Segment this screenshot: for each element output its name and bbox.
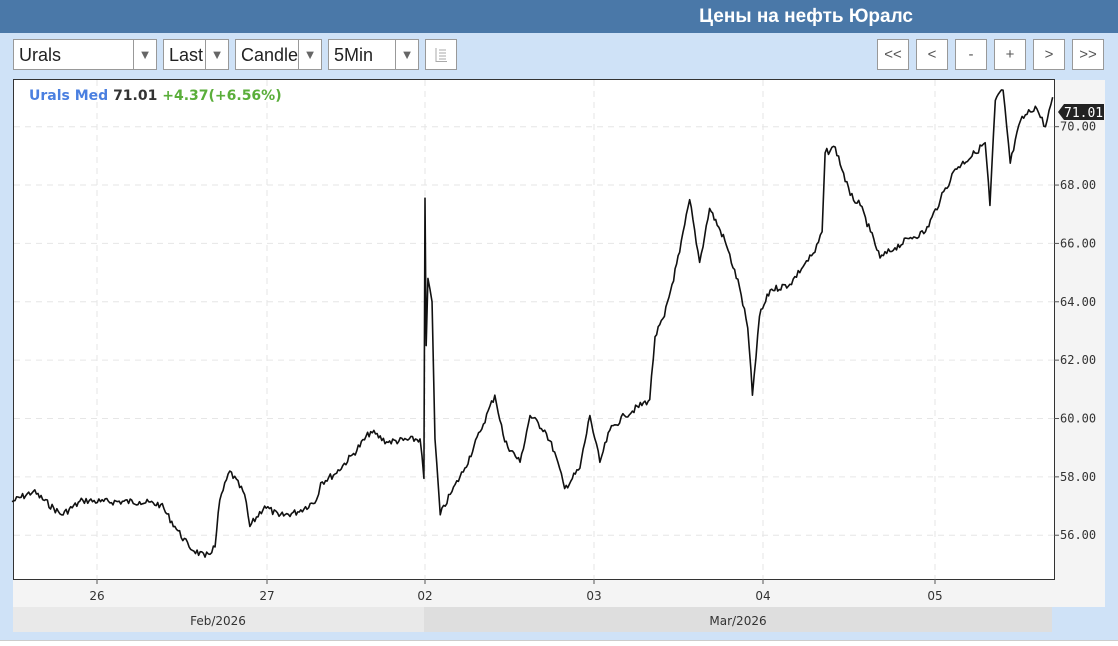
price-series-line (11, 89, 1054, 558)
y-tick-label: 70.00 (1060, 120, 1096, 134)
last-price-tag: 71.01 (1058, 104, 1104, 121)
x-axis-panel (13, 579, 1105, 607)
chart-type-value: Candle (241, 45, 299, 65)
month-band-mar (424, 607, 1052, 632)
y-tick-label: 68.00 (1060, 178, 1096, 192)
y-tick-label: 62.00 (1060, 353, 1096, 367)
legend-series-name: Urals Med (29, 88, 108, 104)
month-band-feb (13, 607, 424, 632)
chevron-down-icon: ▼ (205, 40, 228, 69)
legend: Urals Med 71.01 +4.37(+6.56%) (29, 88, 282, 104)
y-tick-label: 60.00 (1060, 412, 1096, 426)
plot-area (13, 79, 1055, 580)
zoom-in-button[interactable]: + (994, 39, 1026, 70)
x-tick-label: 27 (259, 589, 274, 603)
nav-last-button[interactable]: >> (1072, 39, 1104, 70)
y-tick-label: 66.00 (1060, 236, 1096, 250)
x-tick-label: 26 (89, 589, 104, 603)
nav-next-button[interactable]: > (1033, 39, 1065, 70)
y-tick-label: 58.00 (1060, 470, 1096, 484)
chevron-down-icon: ▼ (298, 40, 321, 69)
indicators-button[interactable] (425, 39, 457, 70)
instrument-select[interactable]: Urals ▼ (13, 39, 157, 70)
legend-last-value: 71.01 (113, 88, 157, 104)
interval-value: 5Min (334, 45, 374, 65)
x-tick-label: 03 (586, 589, 601, 603)
page-title: Цены на нефть Юралс (699, 6, 913, 27)
interval-select[interactable]: 5Min ▼ (328, 39, 419, 70)
y-tick-label: 64.00 (1060, 295, 1096, 309)
month-label: Mar/2026 (709, 614, 766, 628)
table-icon (435, 48, 447, 62)
instrument-value: Urals (19, 45, 62, 65)
x-tick-label: 04 (755, 589, 770, 603)
nav-prev-button[interactable]: < (916, 39, 948, 70)
chart-type-select[interactable]: Candle ▼ (235, 39, 322, 70)
price-type-value: Last (169, 45, 204, 65)
month-label: Feb/2026 (190, 614, 246, 628)
chevron-down-icon: ▼ (133, 40, 156, 69)
y-tick-label: 56.00 (1060, 528, 1096, 542)
y-axis-panel (1054, 80, 1105, 579)
nav-first-button[interactable]: << (877, 39, 909, 70)
footer-divider (0, 640, 1118, 646)
legend-change: +4.37(+6.56%) (162, 88, 281, 104)
chevron-down-icon: ▼ (395, 40, 418, 69)
price-type-select[interactable]: Last ▼ (163, 39, 229, 70)
title-bar: Цены на нефть Юралс (0, 0, 1118, 33)
last-price-label: 71.01 (1064, 106, 1103, 121)
zoom-out-button[interactable]: - (955, 39, 987, 70)
x-tick-label: 05 (927, 589, 942, 603)
x-tick-label: 02 (417, 589, 432, 603)
